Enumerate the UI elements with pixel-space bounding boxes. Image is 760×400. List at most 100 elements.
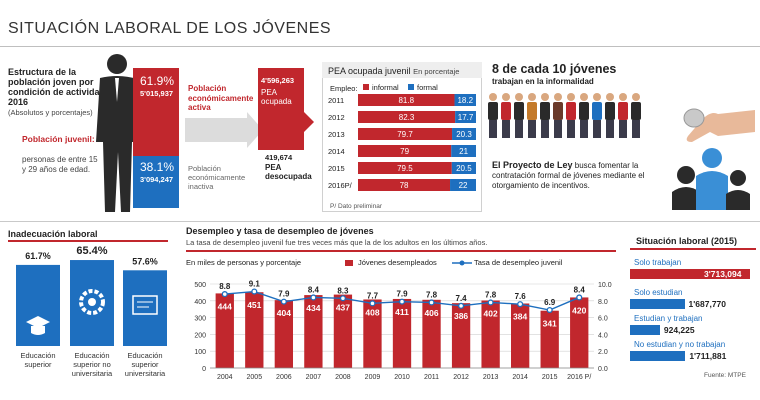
legend-formal-label: formal xyxy=(417,83,438,92)
pea-informal-value: 78 xyxy=(400,181,409,190)
desempleo-bar-value: 406 xyxy=(424,308,438,318)
inactive-block xyxy=(133,156,179,208)
situacion-category-label: No estudian y no trabajan xyxy=(634,340,726,349)
pea-chart-title: PEA ocupada juvenil En porcentaje xyxy=(328,66,459,76)
person-legs xyxy=(502,120,510,138)
tasa-point xyxy=(310,294,317,301)
tasa-value: 7.8 xyxy=(426,290,438,299)
desempleo-bar xyxy=(570,297,589,368)
pea-desocupada-num: 419,674 xyxy=(265,153,293,162)
tasa-point xyxy=(487,299,494,306)
person-head xyxy=(580,93,588,101)
person-body xyxy=(540,102,550,120)
desempleo-bar-value: 420 xyxy=(572,305,586,315)
tasa-value: 8.3 xyxy=(337,286,349,295)
legend-informal-label: informal xyxy=(372,83,399,92)
proyecto-body: busca fomentar la contratación formal de… xyxy=(492,161,645,190)
hand-coin-illustration xyxy=(672,108,755,210)
pea-year-label: 2014 xyxy=(328,147,345,156)
person-body xyxy=(514,102,524,120)
person-head xyxy=(554,93,562,101)
x-tick-label: 2014 xyxy=(512,374,528,381)
desempleo-bar-value: 386 xyxy=(454,311,468,321)
active-pct: 61.9% xyxy=(140,74,175,88)
y-left-tick-label: 200 xyxy=(194,332,206,339)
tasa-point xyxy=(428,299,435,306)
tasa-point xyxy=(251,288,258,295)
desempleo-bar xyxy=(510,303,530,368)
situacion-category-label: Solo estudian xyxy=(634,288,683,297)
legend-informal-swatch xyxy=(363,84,369,90)
inadecuacion-bar xyxy=(123,270,167,346)
tasa-value: 8.4 xyxy=(308,285,320,294)
desempleo-bar xyxy=(245,292,264,368)
situacion-bar xyxy=(630,325,660,335)
person-body xyxy=(631,102,641,120)
inadecuacion-category-label: superior xyxy=(24,360,52,369)
tasa-value: 7.4 xyxy=(456,294,468,303)
legend-tasa-line-icon xyxy=(452,260,472,266)
y-left-tick-label: 0 xyxy=(202,366,206,373)
person-body xyxy=(553,102,563,120)
person-body xyxy=(592,102,602,120)
tasa-value: 7.9 xyxy=(396,290,408,299)
pea-formal-bar xyxy=(451,162,476,174)
tasa-value: 6.9 xyxy=(544,298,556,307)
x-tick-label: 2009 xyxy=(365,374,381,381)
graduation-cap-base-icon xyxy=(31,326,45,335)
page-title: SITUACIÓN LABORAL DE LOS JÓVENES xyxy=(8,20,332,37)
desempleo-bar-value: 411 xyxy=(395,307,409,317)
desempleo-bar-value: 408 xyxy=(365,307,379,317)
tasa-point xyxy=(458,302,465,309)
pea-chart-title-text: PEA ocupada juvenil xyxy=(328,66,411,76)
x-tick-label: 2005 xyxy=(247,374,263,381)
y-right-tick-label: 8.0 xyxy=(598,299,608,306)
pea-informal-bar xyxy=(358,128,453,140)
situacion-rule xyxy=(630,248,756,250)
x-tick-label: 2016 P/ xyxy=(567,374,591,381)
pea-informal-value: 79.7 xyxy=(397,130,413,139)
inadecuacion-value: 65.4% xyxy=(76,245,107,257)
desempleo-bar xyxy=(304,295,323,368)
x-tick-label: 2012 xyxy=(453,374,469,381)
legend-formal-swatch xyxy=(408,84,414,90)
tasa-point xyxy=(369,300,376,307)
source-note: Fuente: MTPE xyxy=(704,372,746,379)
person-body xyxy=(605,102,615,120)
legend-desempleados-label: Jóvenes desempleados xyxy=(358,258,437,267)
inadecuacion-title: Inadecuación laboral xyxy=(8,229,98,239)
pea-informal-bar xyxy=(358,94,455,106)
x-tick-label: 2010 xyxy=(394,374,410,381)
x-tick-label: 2008 xyxy=(335,374,351,381)
tasa-value: 7.8 xyxy=(485,290,497,299)
y-left-tick-label: 400 xyxy=(194,299,206,306)
pea-formal-value: 21 xyxy=(459,147,468,156)
active-block xyxy=(133,68,179,156)
estructura-subheading: (Absolutos y porcentajes) xyxy=(8,108,93,117)
pea-informal-value: 79 xyxy=(400,147,409,156)
desempleo-bar xyxy=(333,294,353,368)
situacion-category-label: Solo trabajan xyxy=(634,258,682,267)
section-divider xyxy=(0,221,760,222)
pea-axis-label: Empleo: xyxy=(330,84,358,93)
inactive-num: 3'094,247 xyxy=(140,175,174,184)
person-body xyxy=(527,102,537,120)
inadecuacion-category-label: superior xyxy=(131,360,159,369)
young-people-illustration xyxy=(488,93,641,138)
person-head xyxy=(515,93,523,101)
desempleo-rule xyxy=(186,250,616,252)
desempleo-bar xyxy=(363,299,382,368)
tasa-point xyxy=(546,306,553,314)
pea-desocupada-label: PEA desocupada xyxy=(265,163,312,181)
pea-formal-bar xyxy=(454,94,476,106)
person-head xyxy=(541,93,549,101)
desempleo-bar xyxy=(392,298,412,368)
pea-ocupada-num: 4'596,263 xyxy=(261,76,295,85)
pea-informal-bar xyxy=(358,162,452,174)
informal-subline: trabajan en la informalidad xyxy=(492,77,594,86)
inadecuacion-value: 57.6% xyxy=(132,256,158,266)
pea-formal-value: 20.5 xyxy=(456,164,472,173)
tasa-point xyxy=(398,298,406,305)
person-body xyxy=(488,102,498,120)
legend-tasa-label: Tasa de desempleo juvenil xyxy=(474,258,563,267)
